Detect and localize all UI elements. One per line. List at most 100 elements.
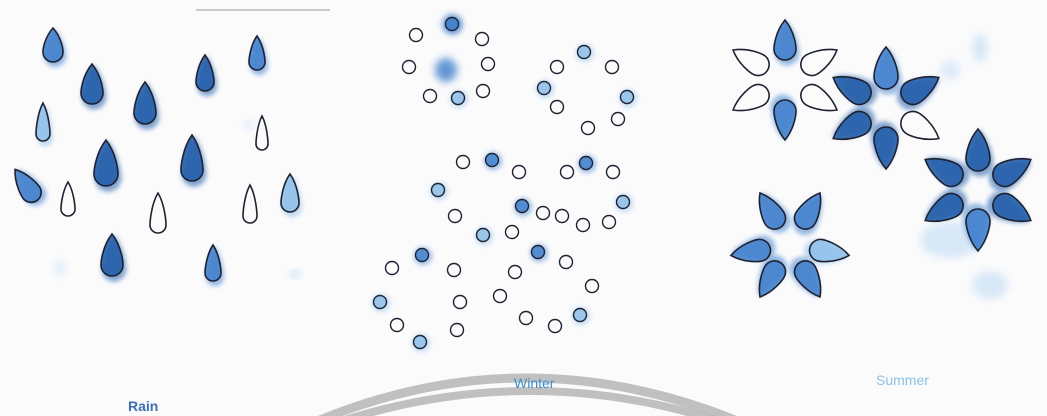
snow-dot bbox=[504, 224, 520, 240]
snow-dot bbox=[604, 59, 620, 75]
snow-dot bbox=[422, 88, 438, 104]
paint-blot bbox=[435, 58, 457, 82]
decorative-arcs bbox=[318, 373, 737, 416]
petal bbox=[900, 110, 940, 141]
paint-speck bbox=[972, 34, 988, 62]
petal bbox=[800, 83, 839, 112]
snow-dot bbox=[558, 254, 574, 270]
flower bbox=[832, 45, 940, 171]
snow-dot bbox=[575, 43, 595, 63]
paint-speck bbox=[940, 60, 960, 80]
faded-flower bbox=[972, 271, 1008, 299]
snow-dot bbox=[618, 88, 638, 108]
snow-dot bbox=[529, 243, 549, 263]
snow-dot bbox=[577, 154, 597, 174]
raindrop bbox=[255, 114, 269, 151]
raindrop bbox=[149, 191, 167, 234]
snow-dot bbox=[483, 151, 503, 171]
raindrop bbox=[242, 183, 258, 224]
snow-dot bbox=[480, 56, 496, 72]
petal bbox=[792, 191, 823, 235]
snow-dot bbox=[475, 83, 491, 99]
petal bbox=[924, 188, 968, 223]
petal bbox=[832, 106, 876, 141]
petal bbox=[803, 238, 851, 265]
raindrop bbox=[204, 243, 224, 287]
petal bbox=[729, 235, 776, 263]
snow-dot bbox=[554, 208, 570, 224]
paint-speck bbox=[55, 260, 65, 276]
snow-dot bbox=[474, 226, 494, 246]
snow-dot bbox=[492, 288, 508, 304]
petal bbox=[757, 255, 788, 299]
snow-dot bbox=[474, 31, 490, 47]
snow-dot bbox=[601, 214, 617, 230]
snow-dot bbox=[507, 264, 523, 280]
raindrop bbox=[35, 101, 53, 147]
snow-dot bbox=[575, 217, 591, 233]
petal bbox=[770, 94, 797, 142]
faded-flower bbox=[920, 222, 980, 258]
paint-speck bbox=[290, 271, 300, 277]
snow-dot bbox=[547, 318, 563, 334]
petal bbox=[731, 83, 770, 112]
petal bbox=[773, 18, 800, 66]
snow-dot bbox=[443, 15, 463, 35]
petal bbox=[965, 127, 994, 177]
decorative-arc bbox=[344, 387, 716, 416]
raindrop bbox=[248, 34, 268, 76]
summer-panel bbox=[729, 18, 1032, 299]
snow-dot bbox=[518, 310, 534, 326]
snow-dot bbox=[401, 59, 417, 75]
petal bbox=[870, 121, 899, 171]
snow-dot bbox=[535, 79, 555, 99]
snow-dot bbox=[511, 164, 527, 180]
petal bbox=[988, 157, 1032, 192]
snow-dot bbox=[584, 278, 600, 294]
petal bbox=[986, 191, 1032, 223]
snow-dot bbox=[449, 322, 465, 338]
decorative-arc bbox=[318, 373, 737, 416]
summer-label: Summer bbox=[876, 372, 929, 388]
flower bbox=[731, 18, 839, 142]
snow-dot bbox=[559, 164, 575, 180]
petal bbox=[800, 48, 839, 77]
snow-dot bbox=[413, 246, 433, 266]
rain-label: Rain bbox=[128, 398, 159, 414]
snow-dot bbox=[610, 111, 626, 127]
petal bbox=[789, 257, 822, 299]
petal bbox=[758, 191, 791, 233]
raindrop bbox=[133, 80, 160, 130]
raindrop bbox=[60, 180, 76, 217]
raindrop bbox=[80, 62, 107, 110]
snow-dot bbox=[447, 208, 463, 224]
petal bbox=[962, 203, 991, 253]
snow-dot bbox=[446, 262, 462, 278]
snow-dot bbox=[513, 197, 533, 217]
petal bbox=[832, 75, 878, 107]
raindrop bbox=[280, 172, 303, 218]
snow-dot bbox=[408, 27, 424, 43]
snow-dot bbox=[411, 333, 431, 353]
rain-panel bbox=[14, 26, 303, 287]
flower bbox=[924, 127, 1032, 253]
petal bbox=[873, 45, 902, 95]
snow-dot bbox=[371, 293, 391, 313]
snow-dot bbox=[549, 99, 565, 115]
petal bbox=[924, 157, 970, 189]
snow-dot bbox=[535, 205, 551, 221]
raindrop bbox=[100, 232, 127, 282]
snow-dot bbox=[429, 181, 449, 201]
snow-dot bbox=[384, 260, 400, 276]
snow-dot bbox=[614, 193, 634, 213]
raindrop bbox=[42, 26, 67, 68]
paint-speck bbox=[244, 121, 256, 129]
winter-label: Winter bbox=[514, 375, 555, 391]
snow-dot bbox=[549, 59, 565, 75]
snow-dot bbox=[571, 306, 591, 326]
snow-dot bbox=[455, 154, 471, 170]
snow-dot bbox=[605, 164, 621, 180]
raindrop bbox=[180, 133, 207, 187]
raindrop bbox=[14, 168, 47, 206]
